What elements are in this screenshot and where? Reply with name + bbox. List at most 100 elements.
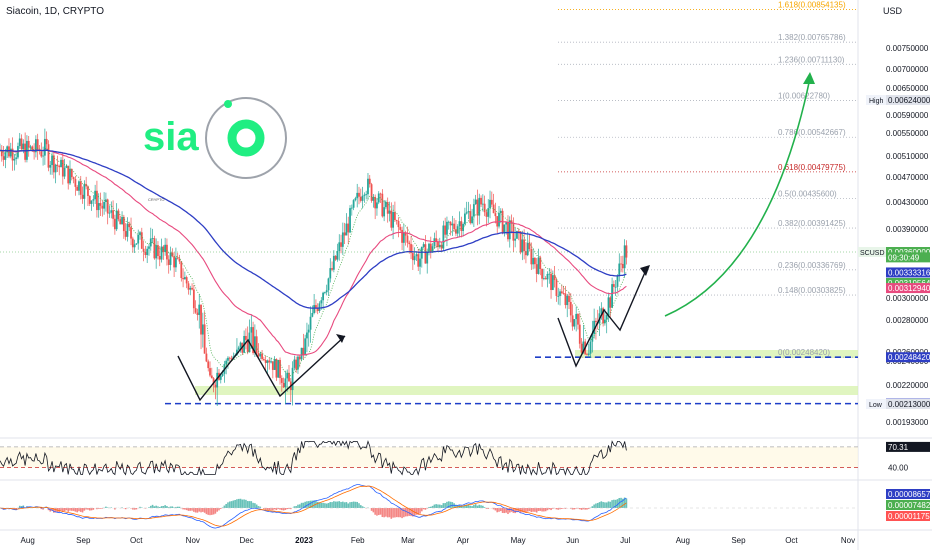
candle-body [82,195,84,199]
candle-body [337,251,339,260]
candle-body [521,239,523,252]
macd-bar [84,508,86,511]
candle-body [532,258,534,264]
macd-bar [538,508,540,511]
candle-body [33,151,35,152]
macd-bar [254,503,256,508]
candle-body [51,155,53,165]
candle-body [268,360,270,362]
macd-bar [439,505,441,508]
macd-bar [220,508,222,509]
macd-bar [197,508,199,513]
macd-bar [317,502,319,508]
macd-bar [87,508,89,510]
candle-body [624,245,626,268]
macd-bar [89,508,91,511]
x-tick-label-8: Apr [457,536,470,545]
candle-body [611,284,613,308]
macd-bar [80,508,82,512]
macd-bar [609,502,611,508]
candle-body [489,200,491,208]
macd-bar [224,506,226,508]
macd-bar [399,508,401,517]
macd-bar [338,501,340,508]
candle-body [486,212,488,217]
candle-body [412,253,414,260]
currency-label[interactable]: USD [883,6,902,16]
macd-bar [432,506,434,508]
macd-bar [403,508,405,517]
price-tag-text-5: 0.00312940 [888,284,931,293]
candle-body [539,257,541,269]
candle-body [153,238,155,258]
candle-body [451,224,453,226]
candle-body [514,239,516,241]
candle-body [148,246,150,248]
macd-bar [231,501,233,508]
candle-body [170,252,172,264]
macd-bar [243,499,245,508]
candle-body [112,210,114,219]
candle-body [618,264,620,276]
macd-bar [416,508,418,515]
x-tick-label-2: Oct [130,536,143,545]
candle-body [477,200,479,216]
candle-body [127,224,129,237]
candle-body [617,275,619,287]
candle-body [13,159,15,161]
support-zone-lower [195,386,858,395]
candle-body [125,231,127,237]
macd-bar [595,504,597,508]
candle-body [211,376,213,379]
candle-body [130,227,132,238]
candle-body [259,354,261,357]
macd-bar [380,508,382,515]
macd-bar [76,508,78,512]
macd-bar [213,508,215,514]
candle-body [283,383,285,387]
macd-bar [281,508,283,510]
candle-body [425,244,427,263]
candle-body [270,361,272,362]
candle-body [437,242,439,247]
candle-body [491,200,493,205]
candle-body [326,290,328,292]
macd-bar [405,508,407,516]
macd-bar [602,502,604,508]
candle-body [225,361,227,364]
candle-body [276,359,278,378]
candle-body [94,191,96,199]
candle-body [78,181,80,190]
candle-body [355,198,357,200]
candle-body [92,199,94,200]
candle-body [44,139,46,156]
macd-bar [216,508,218,512]
candle-body [152,238,154,239]
macd-bar [193,508,195,512]
macd-bar [184,508,186,510]
macd-bar [504,508,506,513]
candle-body [459,221,461,226]
candle-body [64,168,66,177]
macd-bar [353,502,355,508]
macd-bar [206,508,208,514]
macd-bar [100,508,102,509]
macd-bar [321,503,323,508]
candle-body [545,278,547,279]
candle-body [414,256,416,260]
macd-tag-text-2: 0.00001175 [888,512,930,521]
candle-body [552,275,554,290]
candle-body [333,256,335,270]
price-tag-text-6: 0.00248420 [888,353,931,362]
candle-body [15,157,17,158]
macd-bar [191,508,193,511]
macd-bar [227,502,229,508]
candle-body [69,169,71,183]
candle-body [42,156,44,157]
macd-bar [202,508,204,512]
macd-bar [335,502,337,508]
candle-body [381,194,383,217]
macd-bar [378,508,380,515]
candle-body [272,361,274,370]
macd-bar [207,508,209,515]
